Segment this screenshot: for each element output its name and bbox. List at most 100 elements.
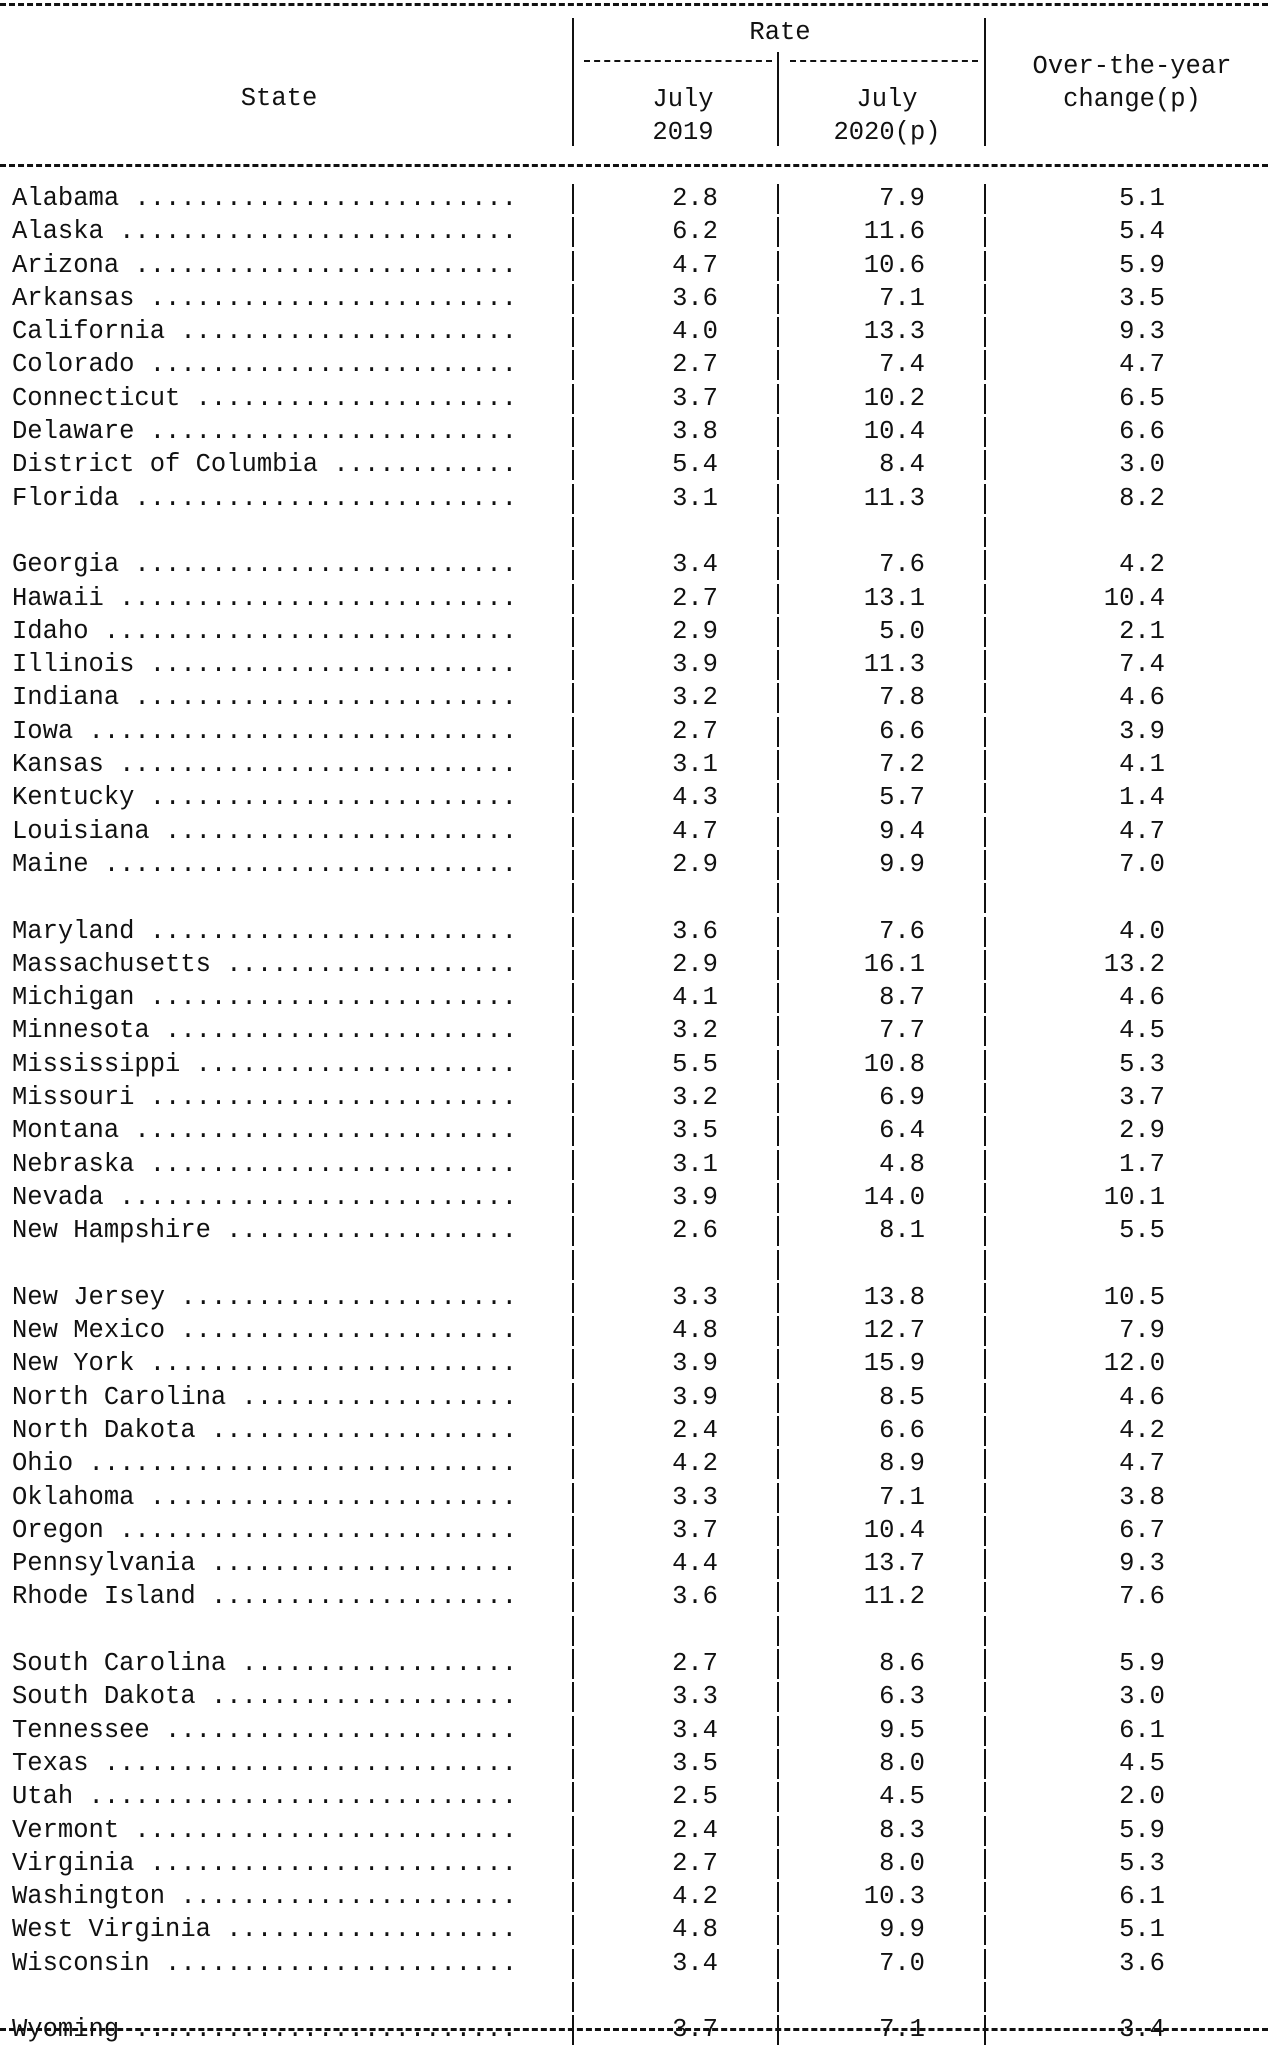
dot-leader: ...................	[210, 949, 517, 979]
state-name: Colorado	[12, 350, 135, 380]
column-divider-1	[572, 716, 574, 747]
column-divider-1	[572, 783, 574, 814]
column-divider-1	[572, 949, 574, 980]
column-divider-2	[777, 1349, 779, 1380]
column-divider-3	[984, 816, 986, 847]
dot-leader: ............................	[73, 1782, 517, 1812]
over-the-year-change-cell: 5.5	[1119, 1216, 1165, 1246]
state-name-cell: North Carolina ..................	[12, 1381, 567, 1414]
column-divider-1	[572, 1782, 574, 1813]
over-the-year-change-cell: 2.9	[1119, 1116, 1165, 1146]
column-divider-1	[572, 1582, 574, 1613]
state-name: Idaho	[12, 616, 89, 646]
rate-july-2020-cell: 5.7	[879, 783, 925, 813]
rate-july-2019-cell: 3.2	[672, 683, 718, 713]
rate-july-2020-cell: 6.9	[879, 1083, 925, 1113]
state-name-cell: South Dakota ....................	[12, 1680, 567, 1713]
column-divider-2	[777, 383, 779, 414]
column-divider-2	[777, 1915, 779, 1946]
over-the-year-change-cell: 4.0	[1119, 916, 1165, 946]
dot-leader: ........................	[134, 283, 517, 313]
over-the-year-change-cell: 3.8	[1119, 1482, 1165, 1512]
rate-july-2019-cell: 3.9	[672, 1182, 718, 1212]
dot-leader: ......................	[165, 1316, 517, 1346]
rate-july-2019-cell: 3.1	[672, 483, 718, 513]
column-divider-1	[572, 1116, 574, 1147]
state-name-cell: Louisiana .......................	[12, 815, 567, 848]
rate-july-2019-cell: 3.1	[672, 750, 718, 780]
column-divider-2	[777, 1282, 779, 1313]
over-the-year-change-cell: 4.5	[1119, 1016, 1165, 1046]
header-over-the-year-change: Over-the-year change(p)	[1032, 52, 1232, 114]
column-divider-3	[984, 750, 986, 781]
dot-leader: ..........................	[103, 750, 517, 780]
column-divider-3	[984, 849, 986, 880]
column-divider-3	[984, 317, 986, 348]
column-divider-1	[572, 483, 574, 514]
state-name: West Virginia	[12, 1915, 211, 1945]
column-divider-2	[777, 1515, 779, 1546]
state-name-cell: Minnesota .......................	[12, 1014, 567, 1047]
rate-july-2020-cell: 7.1	[879, 283, 925, 313]
header-column-divider-3	[984, 18, 986, 146]
rate-july-2020-cell: 7.0	[879, 1948, 925, 1978]
rate-july-2020-cell: 9.9	[879, 849, 925, 879]
table-row: Florida ......................... 3.1 11.3…	[0, 482, 1280, 515]
table-row: Idaho ........................... 2.9 5.0 2…	[0, 615, 1280, 648]
table-row: Montana ......................... 3.5 6.4 2…	[0, 1114, 1280, 1147]
dot-leader: .....................	[180, 1049, 517, 1079]
rate-july-2019-cell: 2.7	[672, 350, 718, 380]
over-the-year-change-cell: 9.3	[1119, 317, 1165, 347]
state-name: North Carolina	[12, 1382, 227, 1412]
column-divider-1	[572, 1415, 574, 1446]
state-name-cell: Nevada ..........................	[12, 1181, 567, 1214]
group-spacer	[0, 881, 1280, 914]
over-the-year-change-cell: 3.0	[1119, 1682, 1165, 1712]
state-name: Oklahoma	[12, 1482, 135, 1512]
state-name: New Mexico	[12, 1316, 166, 1346]
over-the-year-change-cell: 4.6	[1119, 1382, 1165, 1412]
column-divider-3	[984, 1815, 986, 1846]
rate-july-2020-cell: 8.6	[879, 1649, 925, 1679]
state-name: Oregon	[12, 1515, 104, 1545]
state-name: Vermont	[12, 1815, 120, 1845]
column-divider-3	[984, 1748, 986, 1779]
dot-leader: .........................	[119, 184, 517, 213]
dot-leader: ........................	[134, 650, 517, 680]
over-the-year-change-cell: 4.2	[1119, 1415, 1165, 1445]
rate-july-2020-cell: 13.1	[863, 583, 925, 613]
top-dashed-rule	[0, 3, 1268, 6]
rate-july-2019-cell: 3.9	[672, 650, 718, 680]
table-row: Alabama ......................... 2.8 7.9 5…	[0, 182, 1280, 215]
column-divider-3	[984, 683, 986, 714]
dot-leader: ......................	[165, 317, 517, 347]
table-row: Texas ........................... 3.5 8.0 4…	[0, 1747, 1280, 1780]
rate-july-2019-cell: 3.3	[672, 1682, 718, 1712]
over-the-year-change-cell: 3.7	[1119, 1083, 1165, 1113]
column-divider-1	[572, 1282, 574, 1313]
over-the-year-change-cell: 10.4	[1103, 583, 1165, 613]
column-divider-3	[984, 949, 986, 980]
column-divider-2	[777, 450, 779, 481]
column-divider-3	[984, 1549, 986, 1580]
rate-july-2019-cell: 2.7	[672, 583, 718, 613]
state-name-cell: North Dakota ....................	[12, 1414, 567, 1447]
state-name-cell: Kentucky ........................	[12, 781, 567, 814]
rate-july-2019-cell: 3.5	[672, 1116, 718, 1146]
table-row: South Dakota .................... 3.3 6.3 3…	[0, 1680, 1280, 1713]
column-divider-1	[572, 1549, 574, 1580]
state-name-cell: Georgia .........................	[12, 548, 567, 581]
table-row: Maryland ........................ 3.6 7.6 4…	[0, 915, 1280, 948]
dot-leader: .........................	[119, 550, 517, 580]
dot-leader: ....................	[195, 1582, 517, 1612]
state-name: California	[12, 317, 166, 347]
column-divider-1	[572, 383, 574, 414]
state-name-cell: Iowa ............................	[12, 715, 567, 748]
column-divider-2	[777, 1216, 779, 1247]
column-divider-2	[777, 1415, 779, 1446]
rate-july-2020-cell: 10.3	[863, 1882, 925, 1912]
state-name: Delaware	[12, 417, 135, 447]
column-divider-2	[777, 1782, 779, 1813]
state-name: Indiana	[12, 683, 120, 713]
column-divider-1	[572, 217, 574, 248]
